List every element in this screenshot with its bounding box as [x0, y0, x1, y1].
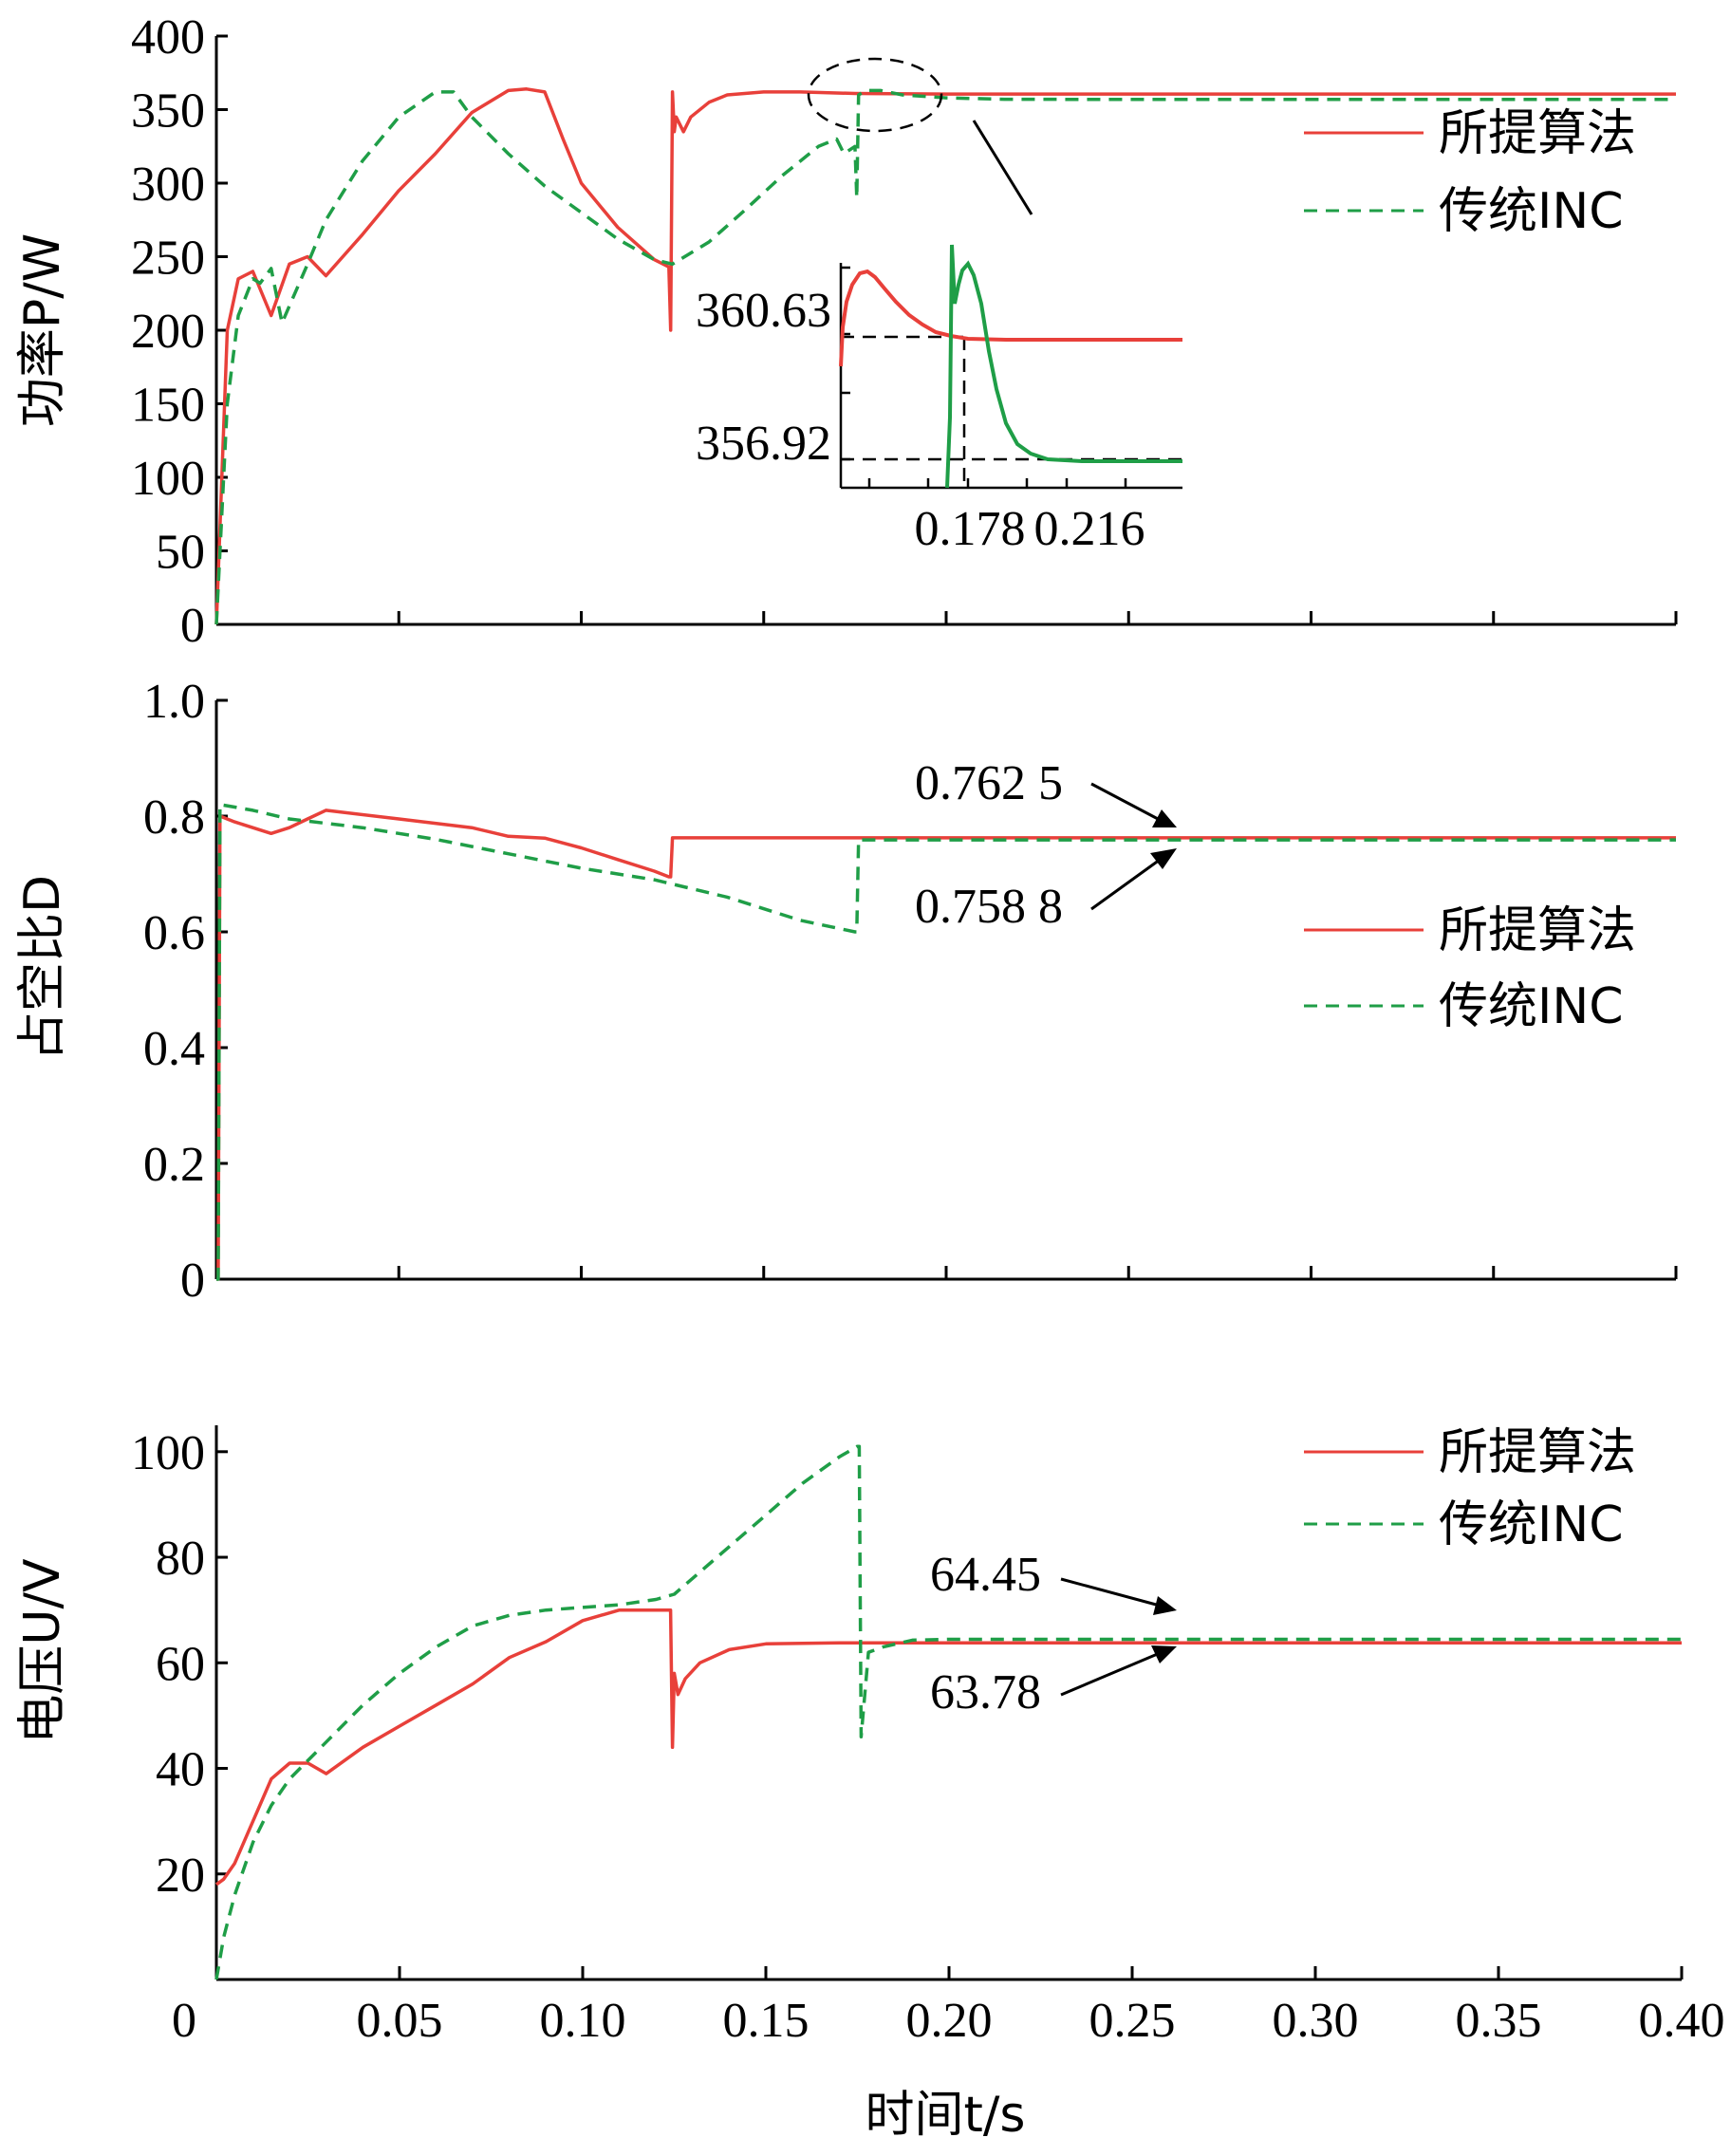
y-tick-label: 200: [131, 305, 205, 359]
power-series: [214, 87, 1676, 625]
voltage-annotation-traditional: 64.45: [930, 1548, 1041, 1602]
series-proposed-line: [216, 808, 1676, 1281]
y-tick-label: 0: [180, 1254, 205, 1308]
x-tick-label: 0.25: [1089, 1994, 1176, 2048]
voltage-y-label: 电压U/V: [14, 1558, 71, 1744]
y-tick-label: 0.2: [143, 1138, 205, 1192]
power-legend: 所提算法 传统INC: [1304, 105, 1636, 240]
duty-legend: 所提算法 传统INC: [1304, 902, 1636, 1035]
legend-label-traditional: 传统INC: [1439, 978, 1624, 1035]
x-tick-label: 0.20: [906, 1994, 993, 2048]
y-tick-label: 400: [131, 10, 205, 65]
inset-proposed-line: [839, 269, 1182, 367]
y-tick-label: 0: [180, 599, 205, 653]
y-tick-label: 300: [131, 158, 205, 212]
series-proposed-line: [214, 87, 1676, 625]
inset-x-value-right: 0.216: [1034, 502, 1145, 556]
voltage-series: [214, 1444, 1682, 1980]
voltage-x-ticks: [214, 1966, 1684, 1979]
duty-arrowhead-proposed: [1152, 809, 1177, 827]
y-tick-label: 0.4: [143, 1022, 205, 1076]
x-tick-label: 0: [172, 1994, 196, 2048]
inset-y-value-top: 360.63: [696, 284, 831, 338]
voltage-y-ticks: 20 40 60 80 100: [131, 1426, 228, 1903]
duty-annotation-proposed: 0.762 5: [915, 756, 1063, 810]
power-y-label: 功率P/W: [14, 233, 71, 427]
y-tick-label: 350: [131, 84, 205, 139]
y-tick-label: 250: [131, 232, 205, 286]
duty-series: [216, 803, 1676, 1281]
duty-x-ticks: [214, 1266, 1678, 1279]
duty-arrowhead-traditional: [1150, 848, 1177, 869]
x-tick-label: 0.35: [1456, 1994, 1542, 2048]
legend-label-proposed: 所提算法: [1439, 902, 1636, 959]
x-tick-label: 0.30: [1273, 1994, 1359, 2048]
voltage-panel: 20 40 60 80 100 电压U/V 所提算法 传统INC 64.45 63.78: [14, 1424, 1684, 1981]
voltage-annotation-proposed: 63.78: [930, 1665, 1041, 1719]
legend-label-traditional: 传统INC: [1439, 183, 1624, 240]
series-proposed-line: [214, 1608, 1682, 1886]
x-tick-label: 0.10: [540, 1994, 626, 2048]
y-tick-label: 80: [156, 1532, 205, 1586]
duty-annotation-traditional: 0.758 8: [915, 880, 1063, 934]
y-tick-label: 60: [156, 1637, 205, 1691]
y-tick-label: 40: [156, 1743, 205, 1797]
inset-x-value-left: 0.178: [915, 502, 1026, 556]
x-tick-label: 0.15: [723, 1994, 810, 2048]
y-tick-label: 1.0: [143, 675, 205, 729]
legend-label-proposed: 所提算法: [1439, 1424, 1636, 1481]
series-traditional-line: [214, 88, 1676, 625]
duty-y-label: 占空比D: [14, 875, 71, 1061]
y-tick-label: 0.6: [143, 906, 205, 960]
duty-y-ticks: 0 0.2 0.4 0.6 0.8 1.0: [143, 675, 228, 1308]
voltage-arrowhead-proposed: [1151, 1645, 1177, 1663]
y-tick-label: 50: [156, 526, 205, 580]
power-y-ticks: 0 50 100 150 200 250 300 350 400: [131, 10, 228, 653]
x-axis-label: 时间t/s: [865, 2087, 1025, 2144]
duty-panel: 0 0.2 0.4 0.6 0.8 1.0 占空比D 所提算法 传统INC 0.762 5…: [14, 675, 1678, 1308]
zoom-ellipse: [807, 57, 943, 133]
y-tick-label: 0.8: [143, 790, 205, 845]
inset-y-value-bottom: 356.92: [696, 417, 831, 471]
series-traditional-line: [214, 1444, 1682, 1980]
power-x-ticks: [214, 611, 1678, 624]
y-tick-label: 150: [131, 379, 205, 433]
zoom-pointer: [972, 120, 1033, 215]
y-tick-label: 20: [156, 1849, 205, 1903]
x-tick-labels: 0 0.05 0.10 0.15 0.20 0.25 0.30 0.35 0.40: [172, 1994, 1725, 2048]
legend-label-traditional: 传统INC: [1439, 1496, 1624, 1553]
inset: 360.63 356.92 0.178 0.216: [696, 244, 1182, 556]
duty-arrow-proposed: [1090, 782, 1161, 822]
inset-traditional-line: [945, 244, 1182, 489]
voltage-arrow-proposed: [1060, 1651, 1161, 1697]
legend-label-proposed: 所提算法: [1439, 105, 1636, 162]
y-tick-label: 100: [131, 1426, 205, 1480]
voltage-arrow-traditional: [1060, 1577, 1161, 1608]
series-traditional-line: [216, 803, 1676, 1281]
voltage-arrowhead-traditional: [1153, 1596, 1177, 1615]
x-tick-label: 0.40: [1639, 1994, 1725, 2048]
duty-arrow-traditional: [1090, 858, 1161, 911]
y-tick-label: 100: [131, 452, 205, 506]
power-panel: 0 50 100 150 200 250 300 350 400 功率P/W 所提算法 传统IN…: [14, 10, 1678, 653]
x-tick-label: 0.05: [357, 1994, 443, 2048]
voltage-legend: 所提算法 传统INC: [1304, 1424, 1636, 1553]
